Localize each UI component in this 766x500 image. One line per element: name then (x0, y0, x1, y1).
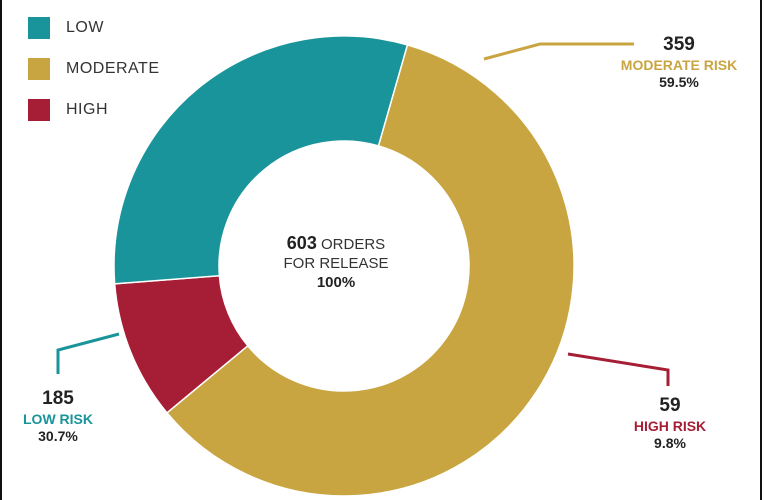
legend-item-moderate: MODERATE (28, 57, 159, 81)
center-line2: FOR RELEASE (283, 254, 389, 272)
center-total-suffix: ORDERS (321, 236, 386, 253)
center-total: 603 (286, 233, 317, 253)
legend-item-low: LOW (28, 16, 159, 40)
callout-high-label: HIGH RISK (633, 417, 707, 434)
callout-high: 59 HIGH RISK 9.8% (608, 395, 732, 451)
callout-moderate-num: 359 (663, 34, 695, 55)
legend-swatch-moderate (28, 58, 50, 80)
legend-item-high: HIGH (28, 98, 159, 122)
callout-high-pct: 9.8% (654, 434, 686, 451)
leader-line-low (56, 332, 120, 374)
donut-slice-low (113, 35, 409, 285)
legend-label-moderate: MODERATE (66, 60, 160, 77)
callout-low-num: 185 (42, 388, 74, 409)
donut-slice-moderate (165, 43, 575, 497)
leader-line-moderate (483, 42, 634, 61)
legend-swatch-high (28, 99, 50, 121)
center-label: 603 ORDERS FOR RELEASE 100% (236, 232, 436, 292)
callout-low-pct: 30.7% (38, 427, 78, 444)
callout-moderate-pct: 59.5% (659, 73, 699, 90)
callout-moderate-label: MODERATE RISK (620, 56, 738, 73)
legend-label-high: HIGH (66, 101, 108, 118)
callout-high-num: 59 (659, 395, 681, 416)
callout-low-label: LOW RISK (23, 410, 93, 427)
center-pct: 100% (316, 273, 356, 291)
leader-lines (56, 42, 670, 386)
callout-moderate: 359 MODERATE RISK 59.5% (598, 34, 760, 90)
donut-slices (113, 35, 575, 497)
callout-low: 185 LOW RISK 30.7% (8, 388, 108, 444)
legend: LOW MODERATE HIGH (28, 16, 159, 139)
legend-label-low: LOW (66, 19, 104, 36)
leader-line-high (567, 352, 670, 386)
center-total-line: 603 ORDERS (236, 232, 436, 255)
legend-swatch-low (28, 17, 50, 39)
